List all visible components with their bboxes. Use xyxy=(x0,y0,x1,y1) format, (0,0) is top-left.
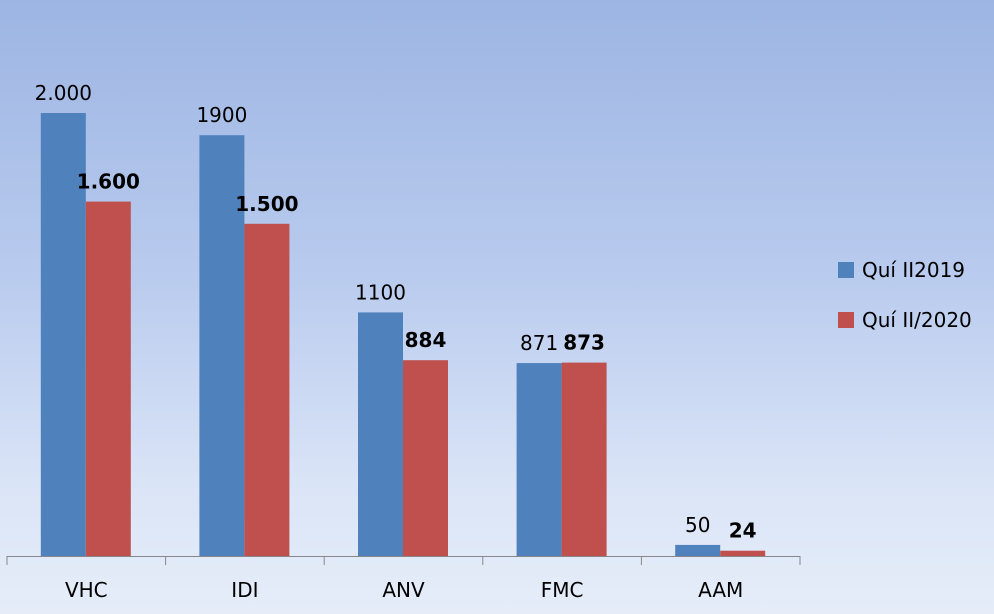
value-label-aam-series-b: 24 xyxy=(729,519,757,543)
legend-label-series-a: Quí II2019 xyxy=(862,258,966,282)
bar-fmc-series-a xyxy=(516,363,562,556)
value-label-anv-series-b: 884 xyxy=(405,328,447,352)
bar-anv-series-b xyxy=(403,360,448,556)
value-label-idi-series-b: 1.500 xyxy=(235,192,298,216)
legend-item-series-b: Quí II/2020 xyxy=(838,308,972,332)
x-tick-label-vhc: VHC xyxy=(65,578,108,602)
value-label-fmc-series-b: 873 xyxy=(563,331,605,355)
value-labels-layer: 2.000 1.600 1900 1.500 1100 884 871 873 50 24 xyxy=(35,81,757,543)
value-label-fmc-series-a: 871 xyxy=(520,331,558,355)
bar-aam-series-b xyxy=(720,550,766,556)
bar-idi-series-a xyxy=(199,135,245,556)
bar-vhc-series-b xyxy=(85,201,131,556)
x-axis: VHC IDI ANV FMC AAM xyxy=(6,556,801,602)
value-label-vhc-series-a: 2.000 xyxy=(35,81,92,105)
bar-anv-series-a xyxy=(358,312,403,557)
bar-idi-series-b xyxy=(244,223,290,557)
bars-layer xyxy=(40,113,766,557)
value-label-vhc-series-b: 1.600 xyxy=(77,170,140,194)
legend-label-series-b: Quí II/2020 xyxy=(862,308,972,332)
value-label-idi-series-a: 1900 xyxy=(196,103,247,127)
value-label-aam-series-a: 50 xyxy=(685,513,710,537)
legend-item-series-a: Quí II2019 xyxy=(838,258,972,282)
value-label-anv-series-a: 1100 xyxy=(355,280,406,304)
x-tick-label-aam: AAM xyxy=(698,578,743,602)
bar-fmc-series-b xyxy=(561,362,607,556)
x-tick-label-fmc: FMC xyxy=(541,578,584,602)
x-tick-label-anv: ANV xyxy=(382,578,425,602)
legend-swatch-series-b xyxy=(838,312,854,328)
legend-swatch-series-a xyxy=(838,262,854,278)
bar-vhc-series-a xyxy=(40,113,86,556)
x-tick-label-idi: IDI xyxy=(231,578,258,602)
bar-aam-series-a xyxy=(675,544,721,556)
legend: Quí II2019 Quí II/2020 xyxy=(838,258,972,358)
